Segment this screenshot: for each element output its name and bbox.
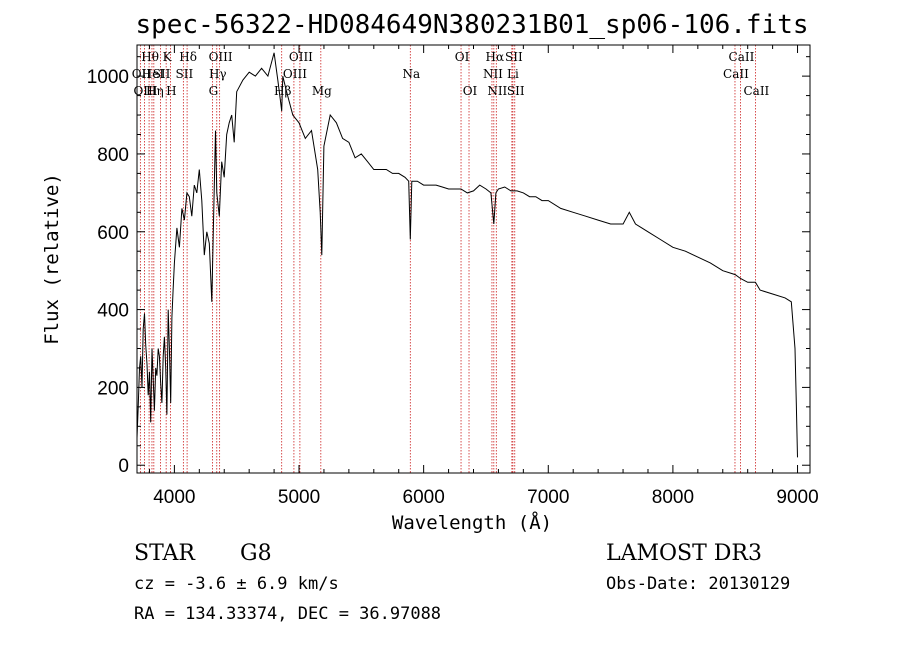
line-label: Li (507, 67, 519, 81)
line-label: NII (483, 67, 503, 81)
line-label: Hδ (179, 50, 197, 64)
y-axis-label: Flux (relative) (41, 173, 63, 345)
x-tick-label: 7000 (527, 487, 569, 508)
redshift-text: cz = -3.6 ± 6.9 km/s (134, 574, 339, 594)
line-label: OI (463, 84, 478, 98)
line-label: Hη (146, 84, 164, 98)
line-label: CaII (723, 67, 749, 81)
line-label: G (209, 84, 219, 98)
plot-frame (136, 44, 811, 474)
spectral-line-markers (139, 45, 756, 473)
object-class: STAR (134, 541, 196, 566)
line-label: HeI (142, 67, 165, 81)
y-tick-label: 600 (97, 223, 129, 244)
line-label: OIII (133, 84, 157, 98)
obs-date: Obs-Date: 20130129 (606, 574, 790, 594)
line-label: OI (455, 50, 470, 64)
x-tick-label: 9000 (776, 487, 818, 508)
subclass: G8 (240, 541, 272, 566)
line-label: SII (153, 67, 171, 81)
spectrum-line (136, 52, 798, 458)
x-tick-label: 4000 (153, 487, 195, 508)
line-label: Hα (486, 50, 505, 64)
line-label: SII (176, 67, 194, 81)
coordinates: RA = 134.33374, DEC = 36.97088 (134, 604, 441, 624)
chart-title: spec-56322-HD084649N380231B01_sp06-106.f… (135, 10, 808, 40)
line-label: Mg (312, 84, 332, 98)
line-label: K (163, 50, 173, 64)
y-tick-label: 1000 (87, 67, 129, 88)
line-label: H (166, 84, 176, 98)
x-axis-label: Wavelength (Å) (392, 511, 552, 534)
y-tick-label: 0 (118, 456, 129, 477)
x-tick-label: 8000 (652, 487, 694, 508)
spectral-line-labels: HθOIIOIIIHeIHηKSIIHHδSIIOIIIHγGOIIIOIIIH… (132, 50, 770, 98)
line-label: SII (507, 84, 525, 98)
line-label: SII (505, 50, 523, 64)
y-tick-label: 800 (97, 145, 129, 166)
x-tick-label: 6000 (403, 487, 445, 508)
line-label: OIII (283, 67, 307, 81)
line-label: NII (487, 84, 507, 98)
y-axis-ticks: 0 200 400 600 800 1000 (87, 56, 810, 477)
y-tick-label: 200 (97, 378, 129, 399)
x-axis-ticks: 4000 5000 6000 7000 8000 9000 (148, 45, 819, 508)
survey-name: LAMOST DR3 (606, 541, 762, 566)
line-label: Hγ (209, 67, 227, 81)
line-label: CaII (743, 84, 769, 98)
line-label: OIII (209, 50, 233, 64)
line-label: CaII (729, 50, 755, 64)
line-label: Hθ (141, 50, 159, 64)
y-tick-label: 400 (97, 301, 129, 322)
line-label: Na (402, 67, 420, 81)
x-tick-label: 5000 (278, 487, 320, 508)
line-label: OIII (289, 50, 313, 64)
